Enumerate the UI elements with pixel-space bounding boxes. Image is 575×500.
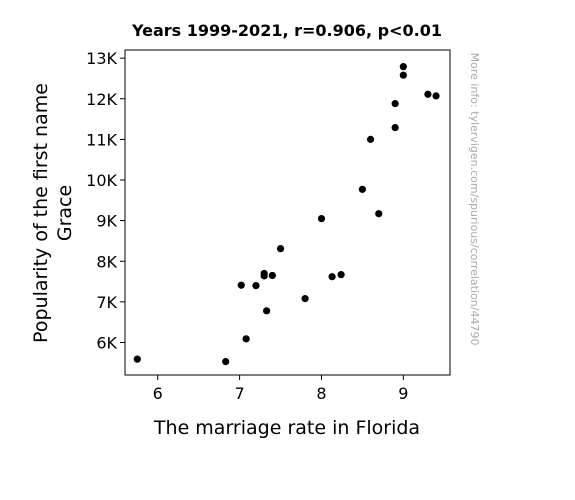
data-point: [317, 214, 326, 223]
y-axis-label-line-2: Grace: [54, 185, 76, 241]
y-axis-ticks: 6K 7K 8K 9K 10K 11K 12K 13K: [86, 49, 125, 353]
x-axis-label: The marriage rate in Florida: [153, 417, 420, 439]
data-point: [268, 271, 276, 280]
x-tick-label: 9: [398, 384, 408, 403]
data-point: [375, 210, 383, 218]
x-tick-label: 6: [153, 384, 163, 403]
data-point: [133, 355, 141, 363]
y-axis-label-line-1: Popularity of the first name: [30, 83, 52, 343]
data-point: [358, 185, 367, 193]
data-point: [301, 295, 309, 303]
data-point: [263, 307, 271, 315]
data-point: [252, 282, 260, 290]
data-point: [399, 71, 407, 79]
x-tick-label: 7: [235, 384, 245, 403]
data-point: [399, 63, 407, 71]
chart-title: Years 1999-2021, r=0.906, p<0.01: [131, 21, 442, 40]
data-point: [328, 273, 336, 281]
data-point: [237, 281, 245, 289]
data-point: [276, 245, 285, 253]
data-point: [391, 100, 399, 108]
data-point: [424, 90, 432, 98]
y-tick-label: 9K: [96, 212, 117, 231]
data-point: [391, 123, 399, 132]
x-tick-label: 8: [316, 384, 326, 403]
y-tick-label: 10K: [86, 171, 117, 190]
data-point: [260, 272, 268, 280]
y-tick-label: 12K: [86, 90, 117, 109]
y-axis-label: Popularity of the first name Grace: [30, 83, 76, 343]
plot-area-frame: [124, 49, 451, 376]
y-tick-label: 7K: [96, 293, 117, 312]
y-tick-label: 8K: [96, 252, 117, 271]
data-point: [337, 271, 345, 279]
watermark-text: More info: tylervigen.com/spurious/corre…: [468, 53, 481, 346]
data-points: [133, 63, 440, 366]
data-point: [432, 92, 440, 100]
x-axis-ticks: 6 7 8 9: [153, 375, 408, 403]
y-tick-label: 6K: [96, 334, 117, 353]
y-tick-label: 11K: [86, 130, 117, 149]
data-point: [222, 357, 230, 366]
data-point: [366, 135, 375, 143]
y-tick-label: 13K: [86, 49, 117, 68]
data-point: [242, 335, 250, 343]
